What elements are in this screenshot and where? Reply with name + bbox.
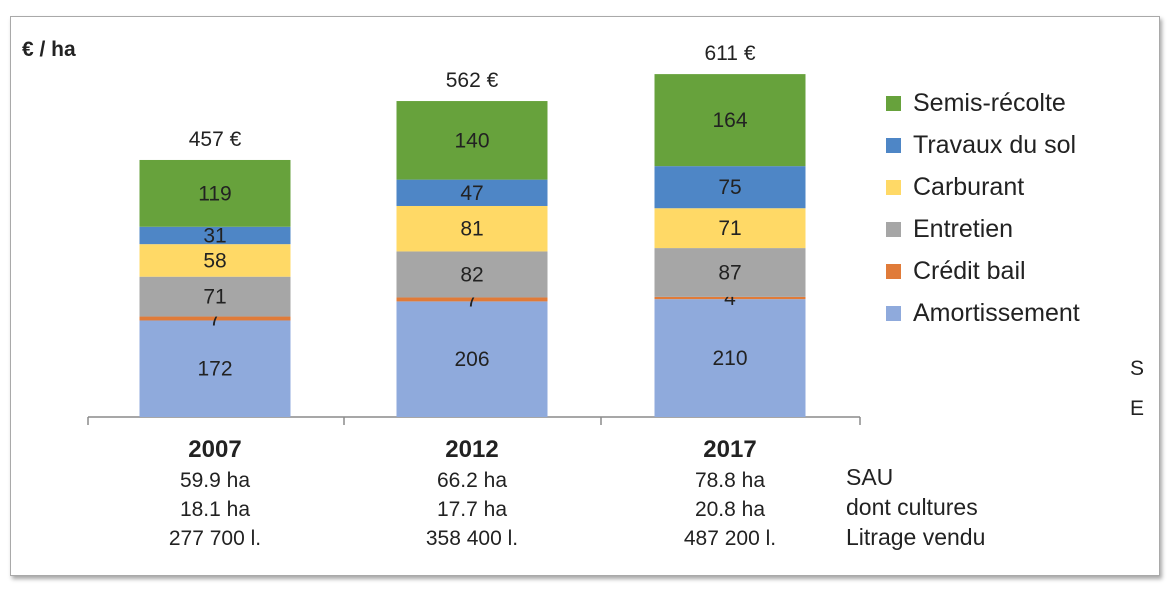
sau-value: 66.2 ha (436, 469, 508, 492)
bar-segment-amortissement (654, 299, 806, 417)
legend-label: Crédit bail (913, 256, 1026, 285)
legend-swatch (886, 221, 901, 237)
data-label-travaux-du-sol: 75 (718, 176, 741, 199)
legend-swatch (886, 179, 901, 195)
total-label: 457 € (189, 128, 242, 151)
legend: Semis-récolte Travaux du sol Carburant Entr… (886, 82, 1080, 334)
data-label-amortissement: 206 (454, 348, 489, 371)
legend-swatch (886, 263, 901, 279)
bar-segment-carburant (396, 205, 548, 252)
legend-label: Amortissement (913, 298, 1080, 327)
bar-segment-semis-recolte (654, 74, 806, 167)
total-label: 562 € (446, 69, 499, 92)
data-label-amortissement: 172 (197, 358, 232, 381)
data-label-semis-recolte: 140 (454, 129, 489, 152)
bar-segment-credit-bail (654, 296, 806, 300)
bar-segment-travaux-du-sol (654, 166, 806, 209)
data-label-amortissement: 210 (712, 347, 747, 370)
category-year: 2017 (703, 436, 757, 463)
row-label-sau: SAU (846, 464, 894, 490)
stray-text-e: E (1129, 397, 1144, 420)
category-block-2007: 2007 59.9 ha 18.1 ha 277 700 l. (120, 434, 310, 553)
data-label-travaux-du-sol: 47 (460, 182, 483, 205)
cultures-value: 20.8 ha (694, 498, 766, 521)
legend-label: Carburant (913, 172, 1025, 201)
data-label-entretien: 87 (718, 261, 741, 284)
litrage-value: 487 200 l. (683, 527, 777, 550)
data-label-semis-recolte: 119 (198, 182, 231, 205)
category-block-2017: 2017 78.8 ha 20.8 ha 487 200 l. (635, 434, 825, 553)
data-label-carburant: 58 (203, 249, 226, 272)
legend-item-credit-bail: Crédit bail (886, 250, 1080, 292)
stray-text-s: S (1129, 357, 1144, 380)
litrage-value: 358 400 l. (425, 527, 519, 550)
data-label-semis-recolte: 164 (712, 109, 747, 132)
data-label-entretien: 71 (203, 286, 226, 309)
category-year: 2007 (188, 436, 242, 463)
bar-segment-amortissement (139, 320, 291, 417)
legend-item-entretien: Entretien (886, 208, 1080, 250)
legend-swatch (886, 137, 901, 153)
legend-item-carburant: Carburant (886, 166, 1080, 208)
bar-segment-amortissement (396, 301, 548, 417)
data-label-carburant: 71 (718, 217, 741, 240)
data-label-credit-bail: 7 (209, 308, 221, 331)
legend-item-semis-recolte: Semis-récolte (886, 82, 1080, 124)
detail-row-labels: SAU dont cultures Litrage vendu (846, 462, 985, 552)
y-unit-label: € / ha (22, 38, 76, 61)
legend-item-travaux-du-sol: Travaux du sol (886, 124, 1080, 166)
bar-segment-entretien (139, 276, 291, 317)
sau-value: 59.9 ha (179, 469, 251, 492)
bar-segment-semis-recolte (139, 159, 291, 227)
cultures-value: 18.1 ha (179, 498, 251, 521)
legend-label: Semis-récolte (913, 88, 1066, 117)
legend-item-amortissement: Amortissement (886, 292, 1080, 334)
row-label-cultures: dont cultures (846, 494, 978, 520)
bar-segment-entretien (396, 251, 548, 298)
data-label-carburant: 81 (460, 218, 483, 241)
bar-segment-carburant (654, 208, 806, 249)
litrage-value: 277 700 l. (168, 527, 262, 550)
cultures-value: 17.7 ha (436, 498, 508, 521)
bar-segment-credit-bail (139, 316, 291, 321)
legend-swatch (886, 95, 901, 111)
bar-segment-credit-bail (396, 297, 548, 302)
category-block-2012: 2012 66.2 ha 17.7 ha 358 400 l. (377, 434, 567, 553)
data-label-entretien: 82 (460, 263, 483, 286)
bar-segment-carburant (139, 244, 291, 277)
total-label: 611 € (705, 42, 756, 65)
bar-segment-travaux-du-sol (396, 179, 548, 206)
bar-segment-semis-recolte (396, 101, 548, 180)
sau-value: 78.8 ha (694, 469, 766, 492)
bar-segment-entretien (654, 248, 806, 297)
legend-swatch (886, 305, 901, 321)
legend-label: Travaux du sol (913, 130, 1077, 159)
category-year: 2012 (445, 436, 499, 463)
row-label-litrage: Litrage vendu (846, 524, 986, 550)
data-label-credit-bail: 7 (466, 288, 478, 311)
legend-label: Entretien (913, 214, 1014, 243)
bar-segment-travaux-du-sol (139, 226, 291, 245)
data-label-travaux-du-sol: 31 (203, 224, 226, 247)
